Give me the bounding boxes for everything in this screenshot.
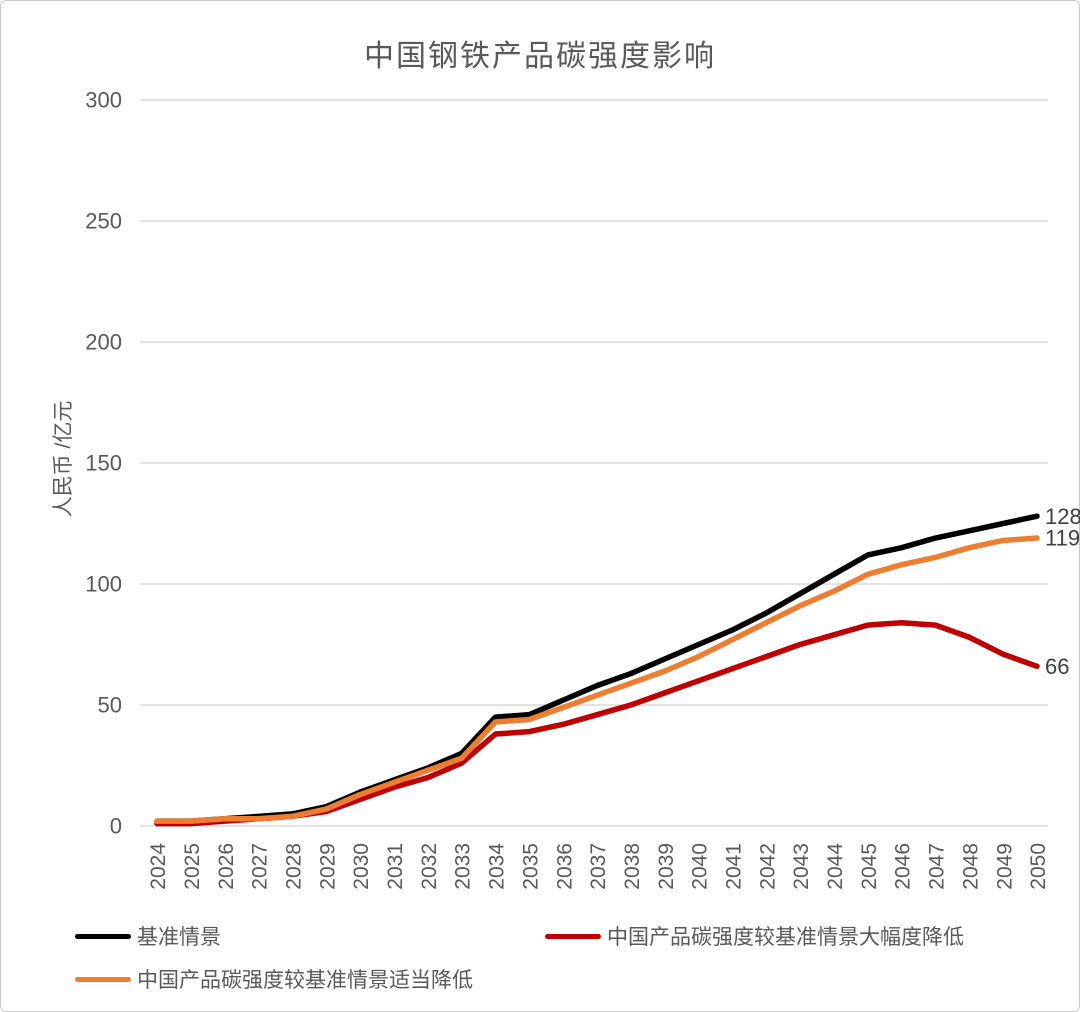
series-line-2 [154,535,1040,824]
y-tick-label: 100 [85,572,122,597]
y-tick-label: 150 [85,451,122,476]
y-tick-label: 0 [110,814,122,839]
x-tick-label: 2050 [1027,843,1050,890]
series-end-label-2: 119 [1045,526,1080,551]
x-tick-label: 2028 [283,843,306,890]
x-tick-label: 2045 [858,843,881,890]
x-tick-label: 2032 [418,843,441,890]
x-tick-label: 2036 [553,843,576,890]
x-tick-label: 2049 [993,843,1016,890]
x-tick-label: 2039 [655,843,678,890]
x-tick-label: 2033 [452,843,475,890]
x-tick-label: 2024 [147,843,170,890]
moderate-reduction-line-swatch [75,976,131,982]
x-tick-label: 2031 [384,843,407,890]
legend-label-moderate-reduction: 中国产品碳强度较基准情景适当降低 [137,969,473,992]
x-tick-label: 2029 [316,843,339,890]
x-tick-label: 2035 [519,843,542,890]
x-tick-label: 2048 [959,843,982,890]
x-tick-label: 2038 [621,843,644,890]
legend-label-large-reduction: 中国产品碳强度较基准情景大幅度降低 [607,926,964,949]
x-tick-label: 2027 [249,843,272,890]
x-tick-label: 2030 [350,843,373,890]
x-tick-label: 2041 [723,843,746,890]
chart-title: 中国钢铁产品碳强度影响 [364,40,716,73]
x-tick-label: 2025 [181,843,204,890]
y-tick-label: 50 [98,693,122,718]
x-tick-label: 2046 [892,843,915,890]
y-tick-label: 250 [85,209,122,234]
x-tick-label: 2047 [926,843,949,890]
legend-label-baseline: 基准情景 [137,926,221,949]
y-tick-label: 300 [85,88,122,113]
baseline-line-swatch [75,933,131,939]
x-tick-label: 2034 [486,843,509,890]
x-tick-label: 2040 [689,843,712,890]
x-tick-label: 2037 [587,843,610,890]
x-tick-label: 2026 [215,843,238,890]
x-tick-label: 2043 [790,843,813,890]
x-tick-label: 2044 [824,843,847,890]
line-chart: 0 50 100 150 200 250 300 2024 2025 2026 2027 2028 20… [85,88,1080,890]
y-tick-label: 200 [85,330,122,355]
series-end-label-0: 128 [1045,504,1080,529]
series-line-1 [154,619,1040,827]
large-reduction-line-swatch [545,933,601,939]
legend-item-baseline: 基准情景 [75,921,221,951]
legend-item-moderate-reduction: 中国产品碳强度较基准情景适当降低 [75,964,473,994]
legend-item-large-reduction: 中国产品碳强度较基准情景大幅度降低 [545,921,964,951]
x-tick-label: 2042 [756,843,779,890]
series-end-label-1: 66 [1045,654,1069,679]
